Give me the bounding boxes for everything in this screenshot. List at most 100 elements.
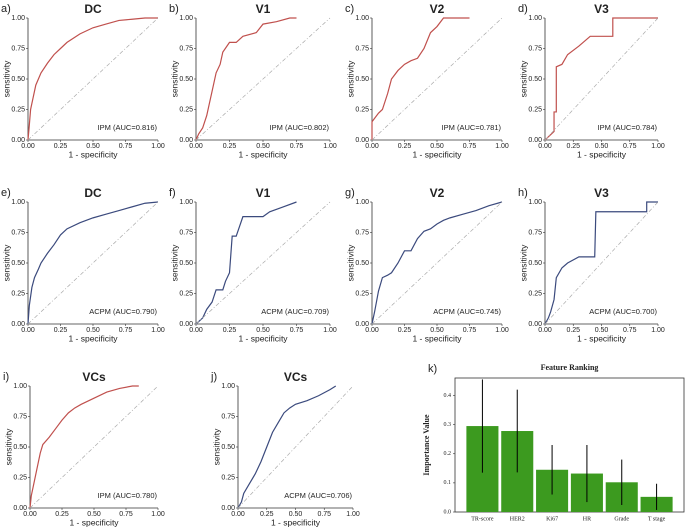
reference-line (544, 201, 659, 325)
chart-title: VCs (82, 370, 106, 384)
x-tick-label: 0.75 (119, 327, 133, 334)
y-tick-label: 0.25 (179, 106, 193, 113)
panel-label: j) (210, 371, 217, 383)
y-tick-label: 0.75 (221, 413, 235, 420)
annotation: ACPM (AUC=0.709) (261, 307, 329, 316)
y-tick-label: 0.2 (444, 451, 452, 457)
x-tick-label: TR-score (471, 516, 494, 522)
x-tick-label: 1.00 (495, 143, 509, 150)
chart-title: Feature Ranking (541, 363, 599, 372)
y-tick-label: 1.00 (179, 15, 193, 22)
panel-label: f) (169, 187, 176, 199)
x-tick-label: 1.00 (151, 511, 165, 518)
reference-line (195, 201, 331, 325)
x-tick-label: 0.75 (317, 511, 331, 518)
y-tick-label: 0.50 (179, 76, 193, 83)
x-tick-label: 1.00 (151, 143, 165, 150)
y-tick-label: 0.4 (444, 393, 452, 399)
x-tick-label: 0.00 (365, 143, 379, 150)
roc-curve (544, 17, 658, 141)
x-tick-label: 0.50 (256, 143, 270, 150)
y-tick-label: 0.25 (13, 474, 27, 481)
x-tick-label: 0.25 (223, 143, 237, 150)
y-tick-label: 0.0 (444, 509, 452, 515)
panel-label: h) (518, 187, 528, 199)
roc-curve (27, 17, 158, 141)
y-axis-label: sensitivity (169, 60, 179, 98)
annotation: ACPM (AUC=0.790) (89, 307, 157, 316)
x-tick-label: 0.50 (289, 511, 303, 518)
chart-title: V3 (594, 186, 609, 200)
panel-label: k) (428, 363, 437, 375)
y-tick-label: 0.50 (179, 260, 193, 267)
y-tick-label: 0.3 (444, 422, 452, 428)
y-tick-label: 0.75 (11, 45, 25, 52)
x-tick-label: 1.00 (651, 327, 665, 334)
x-tick-label: 0.75 (463, 327, 477, 334)
panel-label: b) (169, 3, 179, 15)
y-tick-label: 0.50 (13, 444, 27, 451)
x-tick-label: 0.75 (623, 327, 637, 334)
y-tick-label: 1.00 (355, 15, 369, 22)
y-axis-label: sensitivity (1, 60, 11, 98)
x-tick-label: 1.00 (346, 511, 360, 518)
roc-curve (27, 201, 159, 325)
y-tick-label: 1.00 (11, 15, 25, 22)
roc-curve (29, 385, 139, 509)
annotation: IPM (AUC=0.780) (98, 491, 158, 500)
panel-label: d) (518, 3, 528, 15)
x-axis-label: 1 - specificity (68, 333, 118, 343)
x-tick-label: 0.75 (290, 143, 304, 150)
y-axis-label: sensitivity (169, 244, 179, 282)
reference-line (195, 17, 331, 141)
x-tick-label: 0.50 (430, 143, 444, 150)
x-tick-label: 0.00 (189, 143, 203, 150)
panel-label: i) (3, 371, 9, 383)
x-tick-label: HR (583, 516, 591, 522)
x-tick-label: 0.50 (256, 327, 270, 334)
x-tick-label: 0.25 (54, 327, 68, 334)
y-tick-label: 0.75 (528, 229, 542, 236)
x-tick-label: 0.50 (87, 511, 101, 518)
x-tick-label: 0.25 (54, 143, 68, 150)
y-axis-label: sensitivity (518, 60, 528, 98)
x-tick-label: 0.00 (231, 511, 245, 518)
x-axis-label: 1 - specificity (68, 149, 118, 159)
y-tick-label: 0.00 (179, 321, 193, 328)
x-tick-label: 0.50 (595, 143, 609, 150)
reference-line (237, 385, 354, 509)
y-tick-label: 0.75 (355, 45, 369, 52)
x-tick-label: 0.75 (119, 143, 133, 150)
y-tick-label: 0.00 (179, 137, 193, 144)
panel-label: e) (1, 187, 11, 199)
y-tick-label: 0.25 (221, 474, 235, 481)
y-tick-label: 0.00 (13, 505, 27, 512)
x-axis-label: 1 - specificity (69, 517, 119, 527)
x-tick-label: Grade (614, 516, 629, 522)
x-tick-label: 0.25 (55, 511, 69, 518)
y-tick-label: 0.00 (528, 137, 542, 144)
y-axis-label: sensitivity (345, 244, 355, 282)
reference-line (371, 17, 503, 141)
y-tick-label: 0.50 (11, 76, 25, 83)
x-axis-label: 1 - specificity (238, 333, 288, 343)
y-axis-label: Importance Value (422, 414, 431, 476)
x-axis-label: 1 - specificity (577, 149, 627, 159)
y-tick-label: 0.75 (13, 413, 27, 420)
roc-curve (237, 385, 337, 509)
x-tick-label: 0.50 (86, 327, 100, 334)
x-axis-label: 1 - specificity (238, 149, 288, 159)
reference-line (29, 385, 159, 509)
y-tick-label: 0.75 (355, 229, 369, 236)
x-tick-label: 0.00 (365, 327, 379, 334)
y-tick-label: 0.00 (11, 321, 25, 328)
x-tick-label: HER2 (510, 516, 525, 522)
reference-line (27, 201, 159, 325)
x-tick-label: 0.00 (21, 143, 35, 150)
y-tick-label: 0.25 (11, 290, 25, 297)
panel-label: a) (1, 3, 11, 15)
x-tick-label: 0.00 (21, 327, 35, 334)
y-tick-label: 0.75 (179, 45, 193, 52)
y-tick-label: 0.00 (528, 321, 542, 328)
y-axis-label: sensitivity (3, 428, 13, 466)
